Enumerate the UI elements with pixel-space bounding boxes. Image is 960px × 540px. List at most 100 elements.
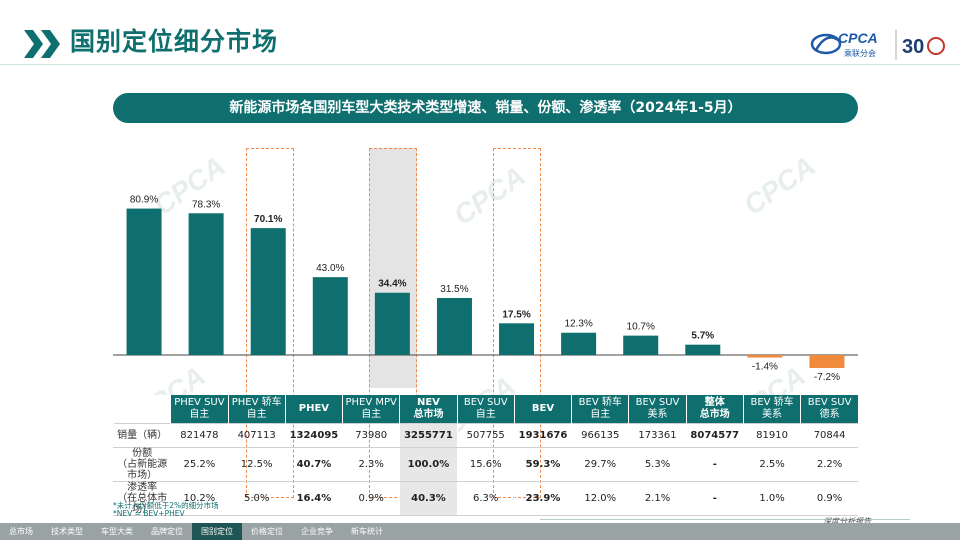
column-header: BEV 轿车 自主 (571, 395, 629, 423)
table-cell: 12.0% (571, 481, 629, 516)
table-cell: 3255771 (399, 422, 458, 448)
table-cell: 23.9% (513, 481, 572, 516)
bar (436, 297, 472, 355)
table-cell: 70844 (800, 422, 858, 448)
table-cell: 407113 (227, 422, 286, 448)
table-cell: 0.9% (800, 481, 858, 516)
column-header: BEV SUV 美系 (628, 395, 687, 423)
nav-item[interactable]: 车型大类 (101, 527, 133, 536)
table-cell: 25.2% (170, 447, 229, 482)
table-cell: 12.5% (227, 447, 286, 482)
column-header: BEV (513, 395, 572, 423)
bar-value-label: 70.1% (254, 214, 282, 225)
table-cell: 507755 (456, 422, 515, 448)
row-label: 份额 （占新能源市场） (112, 447, 171, 482)
table-cell: 966135 (571, 422, 629, 448)
bar (126, 208, 162, 355)
table-row: 销量（辆） 821478 407113 1324095 73980 3255771 5077… (112, 422, 858, 448)
table-cell: 1.0% (742, 481, 801, 516)
bar (561, 332, 597, 355)
table-cell: 5.3% (628, 447, 687, 482)
logo-brand: CPCA (838, 30, 878, 46)
table-cell: 0.9% (342, 481, 400, 516)
bar-value-label: -7.2% (814, 372, 840, 383)
table-cell: - (685, 481, 744, 516)
bar-value-label: 80.9% (130, 195, 158, 206)
table-cell: 81910 (742, 422, 801, 448)
table-cell: 40.7% (284, 447, 343, 482)
table-cell: 29.7% (571, 447, 629, 482)
bar (747, 355, 783, 358)
bar (250, 228, 286, 355)
row-label: 销量（辆） (112, 422, 171, 448)
bar-value-label: 78.3% (192, 199, 220, 210)
bar-value-label: 17.5% (502, 309, 530, 320)
table-cell: 2.2% (800, 447, 858, 482)
table-cell: 100.0% (399, 447, 458, 482)
logo-anniversary: 30 (902, 36, 924, 58)
bar (623, 335, 659, 355)
bar-value-label: 34.4% (378, 279, 406, 290)
table-cell: 173361 (628, 422, 687, 448)
bar (685, 344, 721, 355)
table-cell: 59.3% (513, 447, 572, 482)
table-cell: 15.6% (456, 447, 515, 482)
logo-sub: 乘联分会 (844, 48, 876, 58)
nav-item[interactable]: 总市场 (9, 527, 33, 536)
table-row: 渗透率 （在总体市场） 10.2% 5.0% 16.4% 0.9% 40.3% 6.3% 23… (112, 481, 858, 516)
column-header: PHEV MPV 自主 (342, 395, 400, 423)
bar (188, 213, 224, 355)
bar-value-label: 12.3% (564, 319, 592, 330)
metrics-table: PHEV SUV 自主 PHEV 轿车 自主 PHEV PHEV MPV 自主 NEV … (112, 395, 858, 516)
bar-value-label: 5.7% (691, 331, 714, 342)
chart-subtitle: 新能源市场各国别车型大类技术类型增速、销量、份额、渗透率（2024年1-5月） (113, 93, 858, 123)
column-header: 整体 总市场 (685, 395, 744, 423)
table-row: 份额 （占新能源市场） 25.2% 12.5% 40.7% 2.3% 100.0% 15.6… (112, 447, 858, 482)
nav-item[interactable]: 品牌定位 (151, 527, 183, 536)
column-header: PHEV 轿车 自主 (227, 395, 286, 423)
nav-item[interactable]: 企业竞争 (301, 527, 333, 536)
footnote-1: *未计入份额低于2%的细分市场 (113, 501, 219, 510)
table-cell: 2.1% (628, 481, 687, 516)
column-header: BEV SUV 德系 (800, 395, 858, 423)
column-header: BEV 轿车 美系 (742, 395, 801, 423)
bar (374, 292, 410, 355)
bar-value-label: 10.7% (627, 322, 655, 333)
table-cell: 1931676 (513, 422, 572, 448)
nav-item[interactable]: 技术类型 (51, 527, 83, 536)
table-cell: 2.3% (342, 447, 400, 482)
bar (499, 323, 535, 355)
chevron-arrows-icon (24, 30, 60, 58)
table-cell: 10.2% (170, 481, 229, 516)
table-cell: 8074577 (685, 422, 744, 448)
table-cell: 73980 (342, 422, 400, 448)
column-header: PHEV (284, 395, 343, 423)
bottom-nav: 总市场 技术类型 车型大类 品牌定位 国别定位 价格定位 企业竞争 新车统计 (0, 523, 960, 540)
header-divider (0, 64, 960, 65)
table-cell: 821478 (170, 422, 229, 448)
table-cell: 2.5% (742, 447, 801, 482)
nav-item[interactable]: 价格定位 (251, 527, 283, 536)
table-cell: 16.4% (284, 481, 343, 516)
cpca-logo: CPCA 乘联分会 30 (808, 26, 948, 64)
growth-bar-chart: 80.9% 78.3% 70.1% 43.0% 34.4% 31.5% 17.5% 12.3%… (113, 195, 858, 383)
row-label: 渗透率 （在总体市场） (112, 481, 171, 516)
nav-item[interactable]: 新车统计 (351, 527, 383, 536)
table-cell: 6.3% (456, 481, 515, 516)
bar-value-label: -1.4% (752, 362, 778, 373)
column-header: PHEV SUV 自主 (170, 395, 229, 423)
column-header: NEV 总市场 (399, 395, 458, 423)
bar-value-label: 31.5% (440, 284, 468, 295)
bar-value-label: 43.0% (316, 263, 344, 274)
footer-tag: 深度分析报告 (823, 517, 871, 526)
table-cell: - (685, 447, 744, 482)
bar (809, 355, 845, 369)
table-corner (112, 395, 171, 423)
table-cell: 40.3% (399, 481, 458, 516)
bar (312, 277, 348, 355)
nav-item[interactable]: 国别定位 (192, 523, 242, 540)
footnote-2: *NEV = BEV+PHEV (113, 509, 185, 518)
table-cell: 1324095 (284, 422, 343, 448)
footer-divider (540, 519, 910, 520)
table-cell: 5.0% (227, 481, 286, 516)
